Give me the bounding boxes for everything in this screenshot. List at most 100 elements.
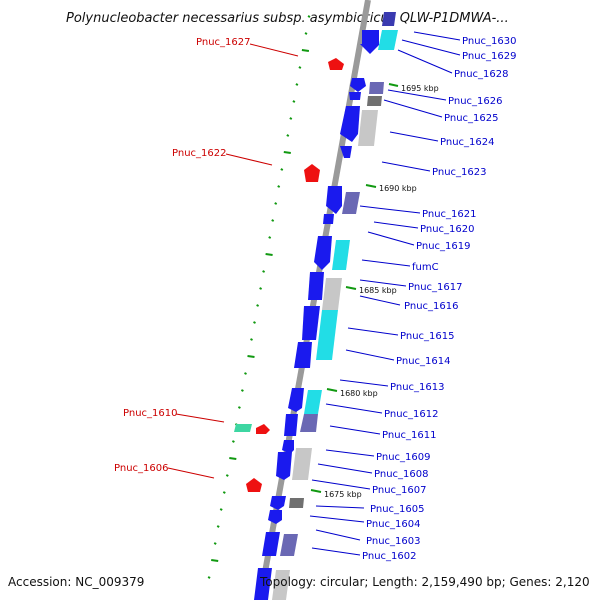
cds-block[interactable]	[302, 306, 320, 340]
cds-block[interactable]	[322, 278, 342, 310]
gene-label[interactable]: Pnuc_1625	[444, 113, 498, 124]
cds-block[interactable]	[378, 30, 398, 50]
gene-label[interactable]: Pnuc_1612	[384, 409, 438, 420]
gene-label[interactable]: Pnuc_1610	[123, 408, 177, 419]
cds-block[interactable]	[284, 414, 298, 436]
cds-block[interactable]	[323, 214, 334, 224]
ring-tick	[268, 236, 272, 239]
noncoding-feature[interactable]	[328, 58, 344, 70]
cds-block[interactable]	[292, 448, 312, 480]
gene-label[interactable]: Pnuc_1627	[196, 37, 250, 48]
ring-tick	[292, 100, 296, 103]
ring-tick	[229, 457, 237, 460]
map-title: Polynucleobacter necessarius subsp. asym…	[66, 11, 509, 26]
ring-tick	[298, 66, 302, 69]
kbp-label: 1685 kbp	[359, 286, 397, 295]
gene-label[interactable]: Pnuc_1609	[376, 452, 430, 463]
ring-tick	[286, 134, 290, 137]
cds-block[interactable]	[358, 110, 378, 146]
accession-text: Accession: NC_009379	[8, 575, 144, 589]
cds-block[interactable]	[382, 12, 396, 26]
cds-arrow[interactable]	[340, 106, 360, 142]
ring-tick	[222, 491, 226, 494]
cds-arrow[interactable]	[350, 78, 366, 92]
cds-block[interactable]	[304, 390, 322, 414]
gene-label[interactable]: Pnuc_1628	[454, 69, 508, 80]
cds-block[interactable]	[369, 82, 384, 94]
cds-arrow[interactable]	[314, 236, 332, 270]
noncoding-feature[interactable]	[234, 424, 252, 432]
gene-label[interactable]: Pnuc_1611	[382, 430, 436, 441]
gene-label[interactable]: Pnuc_1626	[448, 96, 502, 107]
cds-block[interactable]	[262, 532, 280, 556]
noncoding-feature[interactable]	[304, 164, 320, 182]
ring-tick	[211, 559, 219, 562]
noncoding-feature[interactable]	[256, 424, 270, 434]
ring-tick	[259, 287, 263, 290]
noncoding-feature[interactable]	[246, 478, 262, 492]
ring-tick	[289, 117, 293, 120]
cds-block[interactable]	[254, 568, 272, 600]
cds-block[interactable]	[272, 570, 290, 600]
ring-tick	[253, 321, 256, 324]
cds-arrow[interactable]	[282, 440, 294, 454]
cds-block[interactable]	[300, 414, 318, 432]
gene-label[interactable]: Pnuc_1617	[408, 282, 462, 293]
cds-block[interactable]	[349, 92, 361, 100]
summary-text: Topology: circular; Length: 2,159,490 bp…	[259, 575, 590, 589]
gene-label[interactable]: Pnuc_1605	[370, 504, 424, 515]
gene-label[interactable]: Pnuc_1622	[172, 148, 226, 159]
cds-block[interactable]	[280, 534, 298, 556]
cds-block[interactable]	[342, 192, 360, 214]
ring-tick	[274, 202, 278, 205]
gene-label[interactable]: Pnuc_1623	[432, 167, 486, 178]
cds-block[interactable]	[367, 96, 382, 106]
cds-arrow[interactable]	[360, 44, 380, 54]
cds-block[interactable]	[289, 498, 304, 508]
gene-label[interactable]: Pnuc_1607	[372, 485, 426, 496]
kbp-scale: 1695 kbp 1690 kbp 1685 kbp 1680 kbp 1675…	[310, 83, 439, 499]
gene-label[interactable]: fumC	[412, 262, 439, 273]
ring-tick	[219, 508, 223, 511]
ring-tick	[244, 372, 247, 375]
gene-label[interactable]: Pnuc_1629	[462, 51, 516, 62]
cds-arrow[interactable]	[288, 388, 304, 412]
ring-tick	[213, 542, 217, 545]
right-gene-labels: Pnuc_1630 Pnuc_1629 Pnuc_1628 Pnuc_1626 …	[362, 36, 516, 562]
gene-label[interactable]: Pnuc_1615	[400, 331, 454, 342]
gene-label[interactable]: Pnuc_1616	[404, 301, 458, 312]
gene-label[interactable]: Pnuc_1613	[390, 382, 444, 393]
gene-label[interactable]: Pnuc_1630	[462, 36, 516, 47]
ring-tick	[271, 219, 275, 222]
cds-arrow[interactable]	[276, 452, 292, 480]
ring-tick	[225, 474, 229, 477]
gene-label[interactable]: Pnuc_1608	[374, 469, 428, 480]
cds-block[interactable]	[308, 272, 324, 300]
gene-label[interactable]: Pnuc_1602	[362, 551, 416, 562]
cds-arrow[interactable]	[268, 510, 282, 524]
gene-label[interactable]: Pnuc_1614	[396, 356, 450, 367]
outer-dotted-ring	[207, 15, 311, 579]
gene-label[interactable]: Pnuc_1619	[416, 241, 470, 252]
gene-label[interactable]: Pnuc_1604	[366, 519, 420, 530]
cds-block[interactable]	[316, 310, 338, 360]
gene-label[interactable]: Pnuc_1621	[422, 209, 476, 220]
ring-tick	[207, 576, 211, 579]
gene-label[interactable]: Pnuc_1624	[440, 137, 494, 148]
gene-label[interactable]: Pnuc_1606	[114, 463, 168, 474]
cds-block[interactable]	[332, 240, 350, 270]
cds-arrow[interactable]	[326, 186, 342, 214]
cds-block[interactable]	[340, 146, 352, 158]
kbp-label: 1695 kbp	[401, 84, 439, 93]
ring-tick	[304, 32, 308, 35]
cds-arrow[interactable]	[270, 496, 286, 510]
ring-tick	[237, 406, 241, 409]
cds-block[interactable]	[362, 30, 379, 44]
cds-block[interactable]	[294, 342, 312, 368]
gene-label[interactable]: Pnuc_1603	[366, 536, 420, 547]
ring-tick	[240, 389, 244, 392]
ring-tick	[307, 15, 311, 18]
gene-label[interactable]: Pnuc_1620	[420, 224, 474, 235]
kbp-label: 1690 kbp	[379, 184, 417, 193]
left-leaders	[167, 43, 299, 479]
